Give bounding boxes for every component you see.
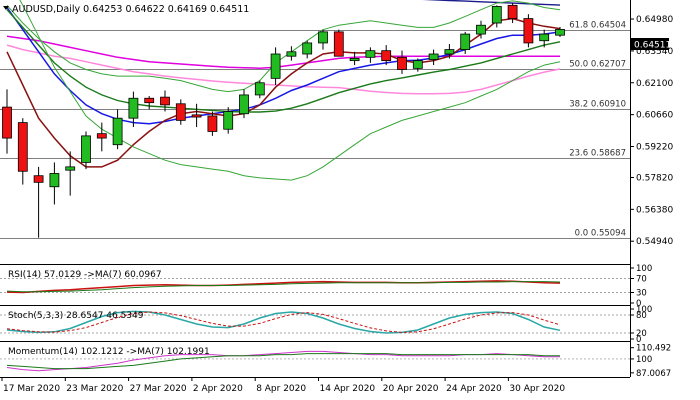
momentum-axis-label: 87.0067 [636,369,671,379]
candle-body[interactable] [365,50,376,58]
candle-body[interactable] [302,42,313,55]
fibonacci-level-label: 61.8 0.64504 [569,21,626,31]
date-axis-label: 27 Mar 2020 [130,384,187,394]
rsi-axis-label: 70 [636,275,647,285]
price-axis-label: 0.57820 [636,173,673,183]
fibonacci-level-label: 38.2 0.60910 [569,100,626,110]
current-price-tag [631,38,669,50]
symbol-dropdown-icon[interactable] [3,6,9,10]
date-axis-label: 2 Apr 2020 [193,384,243,394]
candle-body[interactable] [523,18,534,44]
rsi-axis-label: 30 [636,289,647,299]
candle-body[interactable] [460,33,471,50]
candle-body[interactable] [96,133,107,139]
candle-body[interactable] [444,49,455,55]
candle-body[interactable] [175,103,186,121]
candle-body[interactable] [49,173,60,188]
candle-body[interactable] [239,94,249,115]
candle-body[interactable] [223,111,234,130]
moving-average-line [422,0,561,6]
candle-body[interactable] [286,51,297,57]
moving-average-line [6,0,561,93]
fibonacci-level-label: 0.0 0.55094 [575,229,626,239]
moving-average-line [6,44,561,95]
moving-average-line [6,9,561,113]
candle-body[interactable] [412,60,423,69]
candle-body[interactable] [2,106,12,139]
candle-body[interactable] [17,122,28,172]
date-axis-label: 8 Apr 2020 [256,384,306,394]
price-axis-label: 0.60660 [636,111,673,121]
rsi-line [6,281,561,293]
price-axis-label: 0.59220 [636,142,673,152]
stochastic-axis-label: 20 [636,329,647,339]
candle-body[interactable] [539,33,550,42]
rsi-axis-label: 100 [636,264,652,274]
candle-body[interactable] [270,53,281,79]
momentum-axis-label: 100 [636,355,652,365]
date-axis-label: 24 Apr 2020 [446,384,502,394]
moving-average-line [19,0,561,181]
momentum-label: Momentum(14) 102.1212 ->MA(7) 102.1991 [8,347,210,357]
momentum-axis-label: 110.492 [636,344,671,354]
candle-body[interactable] [555,29,565,36]
date-axis-label: 14 Apr 2020 [320,384,376,394]
price-axis-label: 0.54940 [636,237,673,247]
candle-body[interactable] [428,53,439,60]
stochastic-label: Stoch(5,3,3) 28.6547 46.5349 [8,311,144,321]
stochastic-axis-label: 100 [636,305,652,315]
date-axis-label: 20 Apr 2020 [383,384,439,394]
candle-body[interactable] [333,31,344,57]
candle-body[interactable] [65,166,76,171]
rsi-line [6,280,561,294]
candle-body[interactable] [349,58,360,62]
date-axis-label: 30 Apr 2020 [509,384,565,394]
rsi-label: RSI(14) 57.0129 ->MA(7) 60.0967 [8,270,162,280]
candle-body[interactable] [397,56,407,70]
momentum-line [6,353,560,370]
candle-body[interactable] [128,97,139,119]
stochastic-axis-label: 80 [636,311,647,321]
fibonacci-level-label: 50.0 0.62707 [569,60,626,70]
stochastic-axis-label: 0 [636,335,641,345]
candle-body[interactable] [318,31,328,44]
rsi-axis-label: 0 [636,299,641,309]
stochastic-line [6,311,561,333]
price-axis-label: 0.63540 [636,47,673,57]
symbol-info-line: AUDUSD,Daily 0.64253 0.64622 0.64169 0.6… [12,4,249,15]
price-axis-label: 0.64980 [636,15,673,25]
candle-body[interactable] [112,117,123,146]
candle-body[interactable] [491,6,502,24]
candle-body[interactable] [191,114,202,118]
price-axis-label: 0.56380 [636,205,673,215]
stochastic-line [6,310,561,334]
candle-body[interactable] [207,115,218,132]
candle-body[interactable] [254,82,265,96]
price-axis-label: 0.62100 [636,79,673,89]
fibonacci-level-label: 23.6 0.58687 [569,149,626,159]
moving-average-line [6,35,560,69]
candle-body[interactable] [160,96,170,106]
candle-body[interactable] [144,97,155,104]
candle-body[interactable] [507,4,518,19]
date-axis-label: 17 Mar 2020 [3,384,60,394]
candle-body[interactable] [81,135,91,163]
candle-body[interactable] [476,24,486,35]
candle-body[interactable] [381,50,392,62]
date-axis-label: 23 Mar 2020 [66,384,123,394]
candle-body[interactable] [33,175,44,183]
current-price-label: 0.64511 [634,41,671,51]
